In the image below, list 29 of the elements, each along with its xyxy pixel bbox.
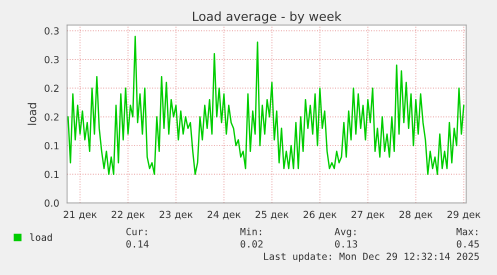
x-tick-label: 22 дек (112, 210, 145, 220)
x-tick-label: 25 дек (256, 210, 289, 220)
x-tick-label: 26 дек (304, 210, 337, 220)
text: 0.13 (335, 240, 358, 248)
x-tick-label: 21 дек (64, 210, 97, 220)
text: 0.02 (240, 240, 263, 248)
text: Avg: (334, 228, 356, 238)
text: Max: (456, 228, 478, 236)
text: 0.45 (456, 240, 479, 248)
y-tick-label: 0.3 (44, 56, 59, 64)
text: Last update: Mon Dec 29 12:32:14 2025 (264, 252, 479, 262)
chart-title: Load average - by week (192, 11, 342, 24)
line-series (67, 36, 464, 175)
y-tick-label: 0.1 (44, 142, 59, 150)
y-tick-label: 0.3 (44, 27, 59, 35)
y-axis-title: load (28, 103, 36, 125)
text: 0.14 (126, 240, 149, 248)
x-tick-label: 29 дек (447, 210, 480, 220)
y-tick-label: 0.2 (44, 113, 58, 121)
x-tick-label: 24 дек (208, 210, 241, 220)
legend-label: load (30, 233, 52, 241)
y-tick-label: 0.0 (44, 199, 59, 207)
x-tick-label: 23 дек (160, 210, 193, 220)
y-tick-label: 0.1 (44, 170, 59, 178)
text: Cur: (126, 228, 147, 236)
x-tick-label: 28 дек (400, 210, 433, 220)
x-tick-label: 27 дек (352, 210, 385, 220)
text: Min: (240, 228, 262, 236)
y-tick-label: 0.2 (44, 84, 58, 92)
